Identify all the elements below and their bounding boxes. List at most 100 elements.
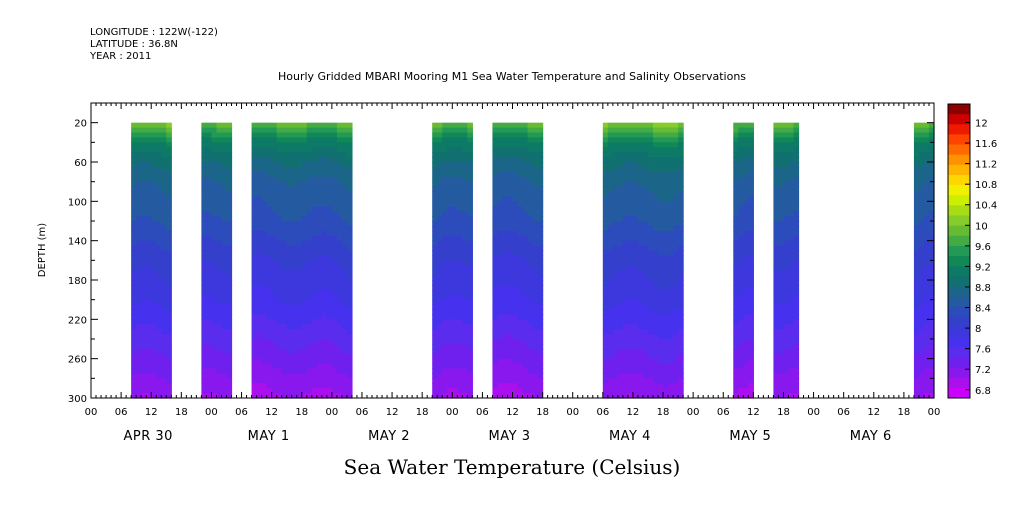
heatmap-cell	[267, 231, 273, 237]
heatmap-cell	[783, 349, 789, 355]
heatmap-cell	[618, 201, 624, 207]
heatmap-cell	[156, 201, 162, 207]
heatmap-cell	[151, 142, 157, 148]
heatmap-cell	[794, 285, 800, 291]
heatmap-cell	[533, 339, 539, 345]
heatmap-cell	[773, 300, 779, 306]
heatmap-cell	[507, 211, 513, 217]
heatmap-cell	[327, 226, 333, 232]
heatmap-cell	[272, 167, 278, 173]
heatmap-cell	[221, 314, 227, 320]
heatmap-cell	[492, 231, 498, 237]
heatmap-cell	[523, 206, 529, 212]
heatmap-cell	[518, 167, 524, 173]
heatmap-cell	[146, 246, 152, 252]
heatmap-cell	[502, 201, 508, 207]
heatmap-cell	[442, 206, 448, 212]
heatmap-cell	[638, 162, 644, 168]
heatmap-cell	[608, 359, 614, 365]
heatmap-cell	[748, 280, 754, 286]
heatmap-cell	[628, 157, 634, 163]
heatmap-cell	[633, 147, 639, 153]
heatmap-cell	[166, 137, 172, 143]
heatmap-cell	[608, 211, 614, 217]
heatmap-cell	[738, 142, 744, 148]
heatmap-cell	[452, 344, 458, 350]
heatmap-cell	[312, 270, 318, 276]
x-tick-label: 18	[416, 407, 429, 418]
heatmap-cell	[141, 275, 147, 281]
heatmap-cell	[131, 383, 137, 389]
heatmap-cell	[277, 221, 283, 227]
heatmap-cell	[623, 324, 629, 330]
heatmap-cell	[146, 364, 152, 370]
heatmap-cell	[337, 275, 343, 281]
heatmap-cell	[452, 128, 458, 134]
heatmap-cell	[678, 314, 684, 320]
heatmap-cell	[738, 334, 744, 340]
heatmap-cell	[322, 236, 328, 242]
heatmap-cell	[518, 226, 524, 232]
heatmap-cell	[216, 167, 222, 173]
heatmap-cell	[914, 364, 920, 370]
heatmap-cell	[211, 305, 217, 311]
heatmap-cell	[272, 369, 278, 375]
heatmap-cell	[252, 123, 258, 129]
heatmap-cell	[287, 354, 293, 360]
heatmap-cell	[618, 177, 624, 183]
heatmap-cell	[201, 290, 207, 296]
heatmap-cell	[783, 310, 789, 316]
heatmap-cell	[161, 373, 167, 379]
heatmap-cell	[211, 128, 217, 134]
x-day-label: MAY 5	[729, 429, 771, 444]
heatmap-cell	[783, 172, 789, 178]
heatmap-cell	[337, 142, 343, 148]
heatmap-cell	[538, 147, 544, 153]
heatmap-cell	[462, 369, 468, 375]
heatmap-cell	[673, 152, 679, 158]
heatmap-cell	[201, 187, 207, 193]
heatmap-cell	[307, 177, 313, 183]
heatmap-cell	[778, 290, 784, 296]
heatmap-cell	[492, 265, 498, 271]
heatmap-cell	[497, 172, 503, 178]
heatmap-cell	[528, 133, 534, 139]
heatmap-cell	[447, 383, 453, 389]
heatmap-cell	[221, 295, 227, 301]
heatmap-cell	[618, 246, 624, 252]
heatmap-cell	[653, 187, 659, 193]
heatmap-cell	[462, 128, 468, 134]
heatmap-cell	[257, 123, 263, 129]
heatmap-cell	[156, 349, 162, 355]
heatmap-cell	[282, 226, 288, 232]
heatmap-cell	[156, 275, 162, 281]
heatmap-cell	[151, 275, 157, 281]
heatmap-cell	[312, 329, 318, 335]
heatmap-cell	[136, 344, 142, 350]
heatmap-cell	[653, 364, 659, 370]
heatmap-cell	[432, 373, 438, 379]
heatmap-cell	[513, 300, 519, 306]
heatmap-cell	[292, 275, 298, 281]
heatmap-cell	[462, 349, 468, 355]
heatmap-cell	[342, 354, 348, 360]
heatmap-cell	[302, 211, 308, 217]
heatmap-cell	[287, 290, 293, 296]
heatmap-cell	[633, 344, 639, 350]
y-tick-label: 220	[68, 315, 87, 326]
heatmap-cell	[502, 280, 508, 286]
heatmap-cell	[673, 364, 679, 370]
heatmap-cell	[452, 167, 458, 173]
heatmap-cell	[467, 364, 473, 370]
heatmap-cell	[467, 300, 473, 306]
heatmap-cell	[332, 241, 338, 247]
heatmap-cell	[327, 359, 333, 365]
heatmap-cell	[794, 206, 800, 212]
heatmap-cell	[528, 383, 534, 389]
heatmap-cell	[914, 334, 920, 340]
heatmap-cell	[302, 216, 308, 222]
heatmap-cell	[312, 167, 318, 173]
heatmap-cell	[317, 147, 323, 153]
heatmap-cell	[257, 300, 263, 306]
heatmap-cell	[919, 221, 925, 227]
